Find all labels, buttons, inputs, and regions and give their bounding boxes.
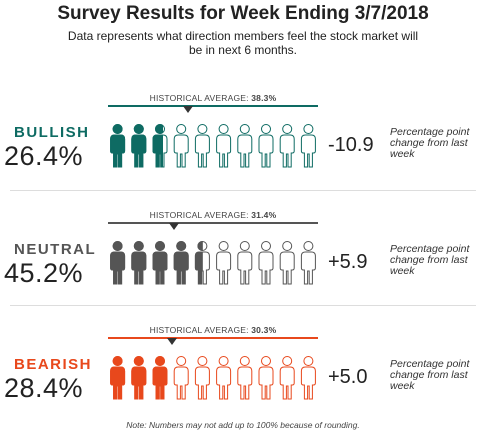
person-icon (216, 356, 232, 400)
person-icon (279, 124, 295, 168)
person-icon (300, 124, 316, 168)
sentiment-label: BEARISH (14, 356, 93, 373)
person-icon (194, 241, 210, 285)
point-change: +5.9 (328, 251, 368, 273)
person-icon (279, 241, 295, 285)
point-change-note: Percentage point change from last week (390, 243, 470, 277)
person-icon (194, 124, 210, 168)
historical-average-value: 38.3% (251, 93, 277, 103)
historical-average-label: HISTORICAL AVERAGE: (149, 93, 249, 103)
section-divider (10, 305, 476, 306)
person-icon (237, 241, 253, 285)
point-change-note: Percentage point change from last week (390, 126, 470, 160)
person-icon (152, 241, 168, 285)
person-icon (237, 356, 253, 400)
person-icon (152, 124, 168, 168)
person-icon (131, 241, 147, 285)
person-icon (131, 124, 147, 168)
person-icon (216, 124, 232, 168)
point-change: -10.9 (328, 134, 374, 156)
section-neutral: HISTORICAL AVERAGE: 31.4% NEUTRAL 45.2% … (0, 200, 486, 320)
historical-average-label: HISTORICAL AVERAGE: (149, 210, 249, 220)
person-icon (173, 356, 189, 400)
sentiment-percent: 28.4% (4, 373, 84, 403)
sentiment-label: NEUTRAL (14, 241, 97, 258)
historical-average-line (108, 105, 318, 107)
historical-average: HISTORICAL AVERAGE: 31.4% (108, 210, 318, 220)
footnote: Note: Numbers may not add up to 100% bec… (126, 420, 360, 430)
historical-average-line (108, 337, 318, 339)
sentiment-percent: 45.2% (4, 258, 84, 288)
point-change: +5.0 (328, 366, 368, 388)
person-icon (258, 124, 274, 168)
people-icons (110, 124, 316, 168)
historical-average-value: 31.4% (251, 210, 277, 220)
people-icons (110, 356, 316, 400)
person-icon (110, 124, 126, 168)
person-icon (173, 241, 189, 285)
section-bullish: HISTORICAL AVERAGE: 38.3% BULLISH 26.4% … (0, 83, 486, 203)
sentiment-label: BULLISH (14, 124, 90, 141)
historical-average-label: HISTORICAL AVERAGE: (149, 325, 249, 335)
historical-average-line (108, 222, 318, 224)
person-icon (300, 356, 316, 400)
historical-average: HISTORICAL AVERAGE: 30.3% (108, 325, 318, 335)
historical-average-value: 30.3% (251, 325, 277, 335)
person-icon (152, 356, 168, 400)
person-icon (194, 356, 210, 400)
person-icon (131, 356, 147, 400)
person-icon (258, 356, 274, 400)
page-title: Survey Results for Week Ending 3/7/2018 (57, 3, 429, 24)
historical-average: HISTORICAL AVERAGE: 38.3% (108, 93, 318, 103)
person-icon (279, 356, 295, 400)
sentiment-percent: 26.4% (4, 141, 84, 171)
section-bearish: HISTORICAL AVERAGE: 30.3% BEARISH 28.4% … (0, 315, 486, 435)
historical-average-marker (168, 223, 179, 230)
person-icon (173, 124, 189, 168)
person-icon (110, 356, 126, 400)
person-icon (258, 241, 274, 285)
historical-average-marker (183, 106, 194, 113)
people-icons (110, 241, 316, 285)
person-icon (110, 241, 126, 285)
page-subtitle: Data represents what direction members f… (67, 29, 419, 57)
section-divider (10, 190, 476, 191)
person-icon (300, 241, 316, 285)
person-icon (216, 241, 232, 285)
person-icon (237, 124, 253, 168)
historical-average-marker (166, 338, 177, 345)
point-change-note: Percentage point change from last week (390, 358, 470, 392)
